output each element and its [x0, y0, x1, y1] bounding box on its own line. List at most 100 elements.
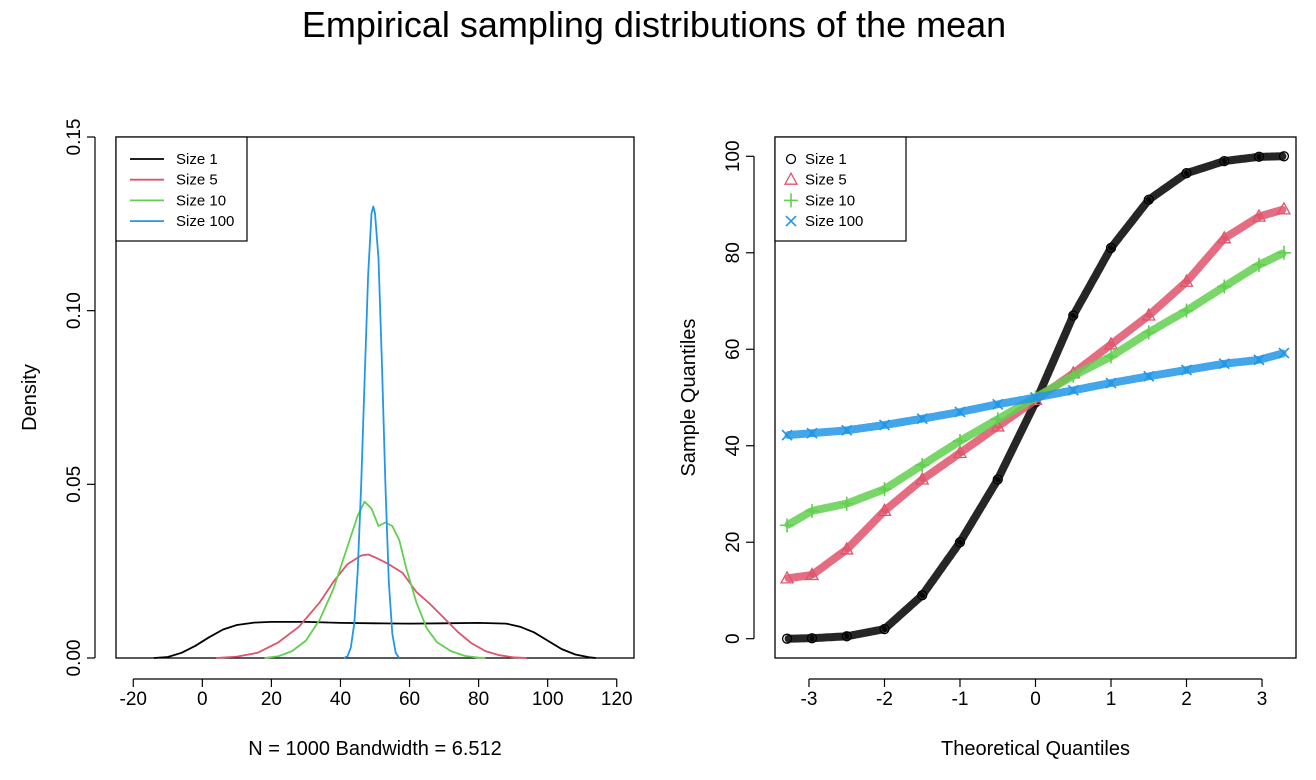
legend-label: Size 100 — [805, 213, 863, 230]
legend: Size 1 Size 5 Size 10 Size 100 — [115, 136, 248, 242]
legend-swatch — [785, 215, 797, 227]
figure-title: Empirical sampling distributions of the … — [302, 4, 1006, 45]
legend-item-size-1: Size 1 — [130, 151, 218, 168]
y-axis-label: Sample Quantiles — [678, 319, 700, 477]
qq-trace-size-1 — [1221, 153, 1262, 165]
qq-point-size-1 — [1278, 151, 1290, 162]
qq-trace-size-10 — [784, 507, 815, 529]
qq-trace-size-1 — [844, 625, 887, 640]
qq-trace-size-5 — [1145, 278, 1190, 319]
qq-trace-size-100 — [919, 408, 963, 423]
y-tick-label: 40 — [723, 435, 744, 456]
plot-frame — [774, 136, 1297, 659]
density-line-size-10 — [264, 500, 486, 659]
x-tick-label: 100 — [532, 689, 564, 710]
legend-label: Size 10 — [176, 192, 226, 209]
x-tick-label: 20 — [261, 689, 282, 710]
x-tick-label: -3 — [801, 689, 818, 710]
x-tick-label: 80 — [468, 689, 489, 710]
x-tick-label: 60 — [399, 689, 420, 710]
plot-frame — [115, 136, 635, 659]
legend-item-size-5: Size 5 — [130, 172, 218, 189]
x-axis-label: N = 1000 Bandwidth = 6.512 — [248, 738, 502, 760]
x-tick-label: -2 — [876, 689, 893, 710]
qq-point-size-10 — [1276, 245, 1291, 260]
y-axis-label: Density — [19, 364, 41, 431]
qq-trace-size-100 — [1184, 360, 1227, 374]
y-tick-label: 0 — [723, 633, 744, 644]
series-size-100 — [781, 347, 1290, 441]
qq-trace-size-5 — [1221, 213, 1262, 242]
qq-trace-size-10 — [881, 461, 925, 493]
y-tick-label: 80 — [723, 242, 744, 263]
qq-trace-size-10 — [957, 416, 1001, 445]
x-axis: -3 -2 -1 0 1 2 3 — [801, 678, 1267, 710]
qq-trace-size-100 — [882, 415, 925, 429]
series-size-1 — [781, 151, 1290, 644]
qq-trace-size-100 — [784, 429, 815, 439]
qq-trace-size-10 — [844, 485, 887, 508]
legend-item-size-100: Size 100 — [785, 213, 863, 230]
qq-trace-size-10 — [1070, 353, 1114, 379]
qq-trace-size-100 — [844, 421, 887, 435]
qq-trace-size-100 — [1108, 372, 1152, 387]
series-size-1 — [153, 621, 597, 659]
qq-trace-size-10 — [1221, 261, 1262, 290]
series-size-10 — [780, 245, 1291, 533]
qq-trace-size-100 — [1146, 366, 1189, 380]
legend-swatch — [783, 171, 799, 185]
qq-trace-size-10 — [1146, 307, 1190, 336]
legend-item-size-10: Size 10 — [784, 192, 855, 209]
qq-trace-size-5 — [881, 476, 925, 514]
x-tick-label: -1 — [952, 689, 969, 710]
y-tick-label: 0.10 — [64, 292, 85, 329]
y-axis: 0.00 0.05 0.10 0.15 — [64, 119, 96, 677]
qq-trace-size-5 — [784, 571, 815, 583]
density-plot: -20 0 20 40 60 80 100 120 0.00 0.05 0.10 0.15 N = 10… — [19, 119, 635, 760]
qq-trace-size-5 — [957, 423, 1001, 457]
y-tick-label: 0.15 — [64, 119, 85, 156]
x-tick-label: 2 — [1181, 689, 1192, 710]
qq-trace-size-1 — [994, 399, 1039, 483]
qq-trace-size-1 — [919, 539, 964, 598]
qq-trace-size-10 — [1108, 329, 1152, 360]
qq-trace-size-10 — [809, 500, 850, 515]
qq-trace-size-1 — [809, 632, 850, 643]
legend-label: Size 10 — [805, 192, 855, 209]
legend-label: Size 5 — [805, 172, 847, 189]
y-tick-label: 100 — [723, 140, 744, 172]
legend-swatch — [784, 193, 798, 208]
qq-trace-size-100 — [1221, 356, 1262, 368]
qq-trace-size-5 — [919, 449, 963, 483]
y-tick-label: 0.00 — [64, 640, 85, 677]
legend-label: Size 1 — [805, 151, 847, 168]
qq-trace-size-100 — [957, 400, 1001, 416]
series-size-5 — [216, 553, 527, 659]
x-tick-label: 0 — [197, 689, 208, 710]
qq-trace-size-1 — [956, 476, 1001, 545]
qq-trace-size-10 — [1183, 283, 1227, 314]
qq-plot: -3 -2 -1 0 1 2 3 0 20 40 60 80 100 Theoretical Quanti… — [678, 136, 1297, 760]
qq-point-size-5 — [1276, 201, 1292, 215]
legend-item-size-5: Size 5 — [783, 171, 847, 189]
qq-trace-size-1 — [1108, 197, 1152, 251]
qq-trace-size-1 — [1146, 170, 1190, 203]
qq-trace-size-100 — [995, 393, 1038, 408]
qq-trace-size-5 — [1183, 235, 1228, 285]
density-line-size-5 — [216, 553, 527, 659]
qq-trace-size-5 — [1108, 312, 1152, 348]
legend-label: Size 1 — [176, 151, 218, 168]
series-size-100 — [343, 205, 400, 659]
legend-box — [774, 136, 907, 242]
qq-trace-size-5 — [1256, 205, 1287, 221]
x-tick-label: 40 — [330, 689, 351, 710]
y-axis: 0 20 40 60 80 100 — [723, 140, 755, 644]
x-tick-label: 0 — [1030, 689, 1041, 710]
legend-label: Size 5 — [176, 172, 218, 189]
qq-trace-size-100 — [1256, 349, 1287, 364]
qq-trace-size-100 — [1033, 386, 1076, 402]
qq-point-size-100 — [1278, 347, 1290, 359]
qq-trace-size-10 — [919, 437, 963, 469]
qq-trace-size-10 — [1256, 249, 1287, 269]
